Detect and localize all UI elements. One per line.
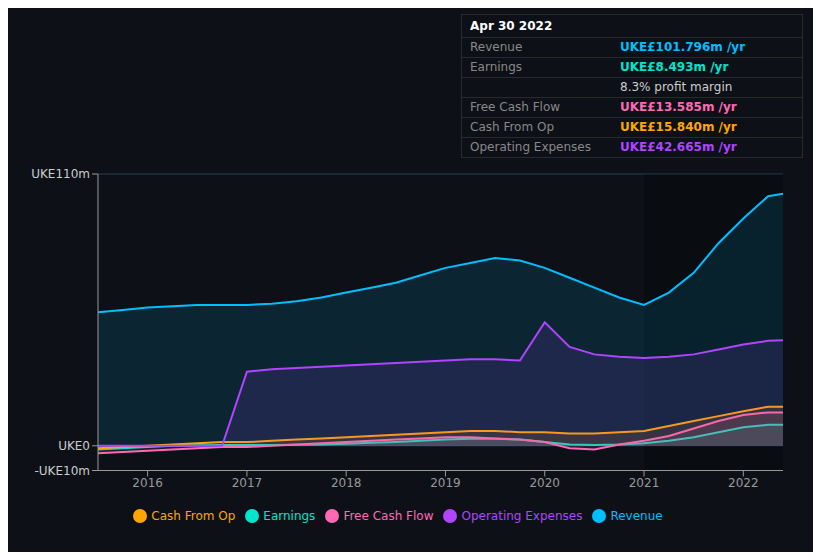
html-text:Free Cash Flow: Free Cash Flow (470, 100, 561, 114)
html-text:Operating Expenses: Operating Expenses (470, 140, 591, 154)
html-text:Revenue: Revenue (470, 40, 523, 54)
svg-text:2020: 2020 (529, 476, 560, 490)
html-text:Cash From Op: Cash From Op (470, 120, 554, 134)
svg-text:-UKE10m: -UKE10m (34, 464, 90, 478)
html-text:UKE£15.840m /yr: UKE£15.840m /yr (620, 120, 737, 134)
html-text:Cash From Op: Cash From Op (151, 508, 236, 523)
svg-text:2016: 2016 (132, 476, 163, 490)
svg-text:2019: 2019 (430, 476, 461, 490)
html-text:Revenue: Revenue (610, 508, 663, 523)
html-text:Earnings: Earnings (470, 60, 523, 74)
svg-text:2022: 2022 (728, 476, 759, 490)
svg-text:2018: 2018 (331, 476, 362, 490)
html-text:UKE£8.493m /yr: UKE£8.493m /yr (620, 60, 729, 74)
html-text:Apr 30 2022: Apr 30 2022 (470, 19, 553, 33)
svg-text:2017: 2017 (232, 476, 263, 490)
svg-text:UKE0: UKE0 (58, 439, 90, 453)
html-text:Earnings: Earnings (263, 508, 316, 523)
svg-text:UKE110m: UKE110m (31, 167, 90, 181)
html-text:UKE£42.665m /yr: UKE£42.665m /yr (620, 140, 737, 154)
html-text:UKE£13.585m /yr: UKE£13.585m /yr (620, 100, 737, 114)
html-text:8.3% profit margin: 8.3% profit margin (620, 80, 733, 94)
html-text:Free Cash Flow: Free Cash Flow (343, 508, 434, 523)
svg-text:2021: 2021 (629, 476, 660, 490)
html-text:Operating Expenses: Operating Expenses (461, 508, 583, 523)
html-text:UKE£101.796m /yr: UKE£101.796m /yr (620, 40, 746, 54)
